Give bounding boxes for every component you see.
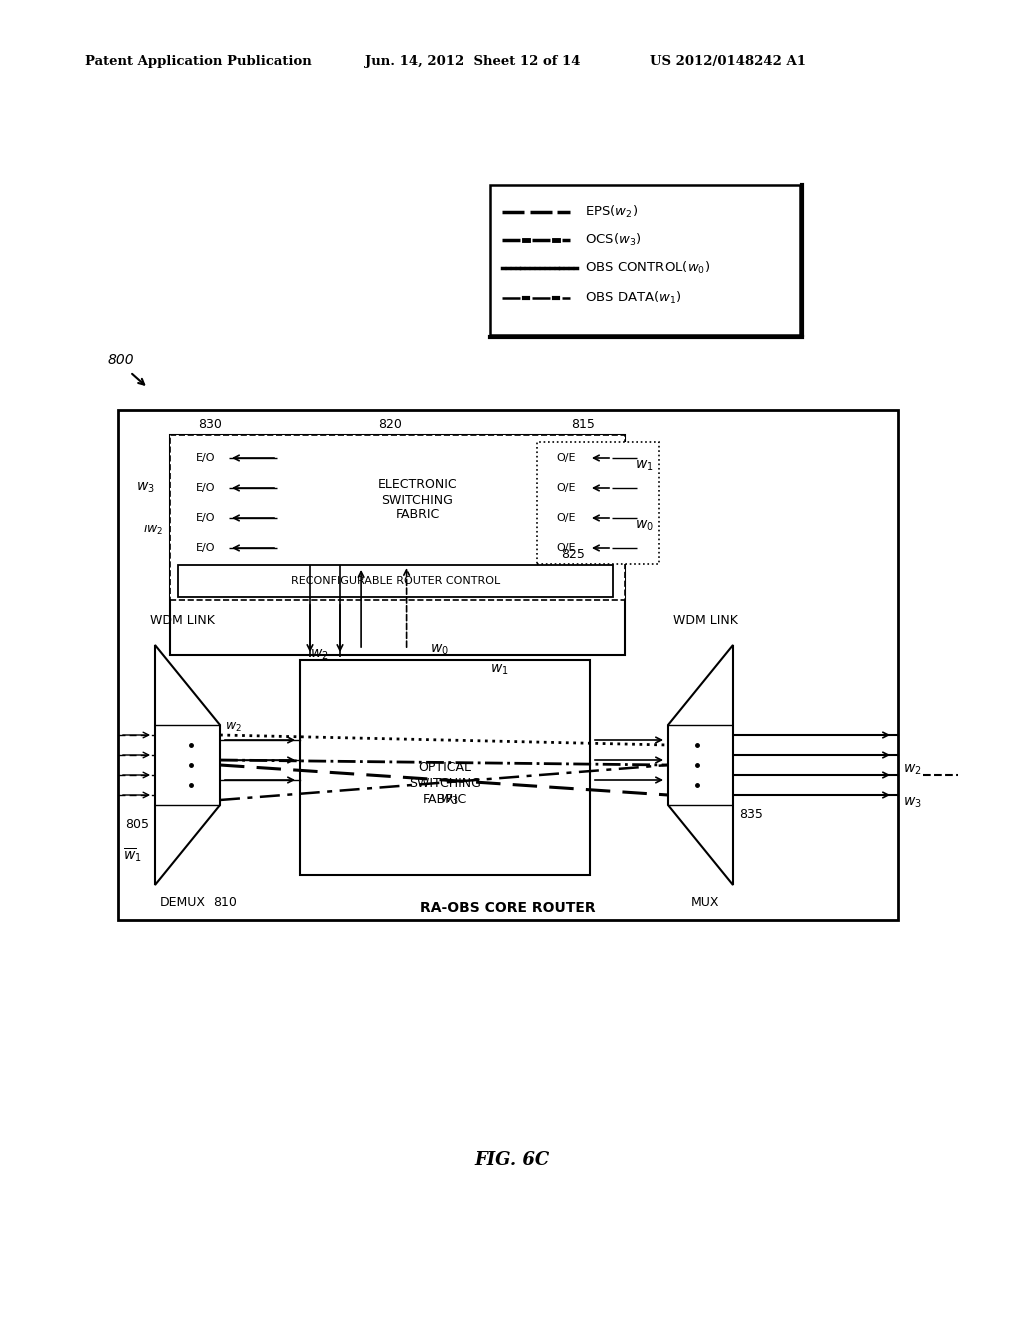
Text: 815: 815	[571, 418, 595, 432]
Text: E/O: E/O	[197, 513, 216, 523]
Text: OBS CONTROL$(w_0)$: OBS CONTROL$(w_0)$	[585, 260, 710, 276]
Text: $\overline{w}_1$: $\overline{w}_1$	[123, 846, 141, 863]
Bar	[170, 436, 625, 601]
Bar	[185, 477, 227, 499]
Text: $w_1$: $w_1$	[635, 459, 653, 473]
Bar	[185, 507, 227, 529]
Text: O/E: O/E	[556, 513, 575, 523]
Text: $w_1$: $w_1$	[490, 663, 509, 677]
Bar	[545, 537, 587, 558]
Text: O/E: O/E	[556, 483, 575, 492]
Polygon shape	[155, 645, 220, 884]
Text: MUX: MUX	[691, 896, 720, 909]
Bar	[170, 436, 625, 655]
Text: FIG. 6C: FIG. 6C	[474, 1151, 550, 1170]
Text: OPTICAL: OPTICAL	[419, 762, 471, 774]
Text: 805: 805	[125, 818, 150, 832]
Text: SWITCHING: SWITCHING	[382, 494, 454, 507]
Text: $w_3$: $w_3$	[136, 480, 155, 495]
Bar	[545, 447, 587, 469]
Text: WDM LINK: WDM LINK	[151, 614, 215, 627]
Bar	[178, 565, 613, 597]
Bar	[300, 660, 590, 875]
Bar	[118, 411, 898, 920]
Text: FABRIC: FABRIC	[395, 508, 439, 521]
Text: EPS$(w_2)$: EPS$(w_2)$	[585, 205, 638, 220]
Text: $w_0$: $w_0$	[430, 643, 449, 657]
Polygon shape	[668, 645, 733, 884]
Text: $w_0$: $w_0$	[635, 519, 654, 533]
Text: OBS DATA$(w_1)$: OBS DATA$(w_1)$	[585, 290, 682, 306]
Text: $w_3$: $w_3$	[903, 796, 922, 810]
Text: $w_2$: $w_2$	[310, 648, 329, 663]
Text: O/E: O/E	[556, 453, 575, 463]
Text: $\imath w_2$: $\imath w_2$	[142, 524, 163, 536]
Text: 800: 800	[108, 352, 134, 367]
Text: OCS$(w_3)$: OCS$(w_3)$	[585, 232, 641, 248]
Bar	[185, 537, 227, 558]
Text: ELECTRONIC: ELECTRONIC	[378, 479, 458, 491]
Text: 810: 810	[213, 896, 237, 909]
Bar	[490, 185, 800, 335]
Text: $w_3$: $w_3$	[440, 793, 459, 808]
Bar	[545, 477, 587, 499]
Text: Jun. 14, 2012  Sheet 12 of 14: Jun. 14, 2012 Sheet 12 of 14	[365, 55, 581, 69]
Text: 830: 830	[198, 418, 222, 432]
Text: DEMUX: DEMUX	[160, 896, 206, 909]
Text: SWITCHING: SWITCHING	[409, 777, 481, 789]
Text: $w_2$: $w_2$	[903, 763, 922, 777]
Text: RA-OBS CORE ROUTER: RA-OBS CORE ROUTER	[420, 902, 596, 915]
Text: US 2012/0148242 A1: US 2012/0148242 A1	[650, 55, 806, 69]
Text: FABRIC: FABRIC	[423, 793, 467, 807]
Bar	[537, 442, 659, 564]
Text: $w_2$: $w_2$	[225, 721, 242, 734]
Bar	[545, 507, 587, 529]
Text: Patent Application Publication: Patent Application Publication	[85, 55, 311, 69]
Text: O/E: O/E	[556, 543, 575, 553]
Text: RECONFIGURABLE ROUTER CONTROL: RECONFIGURABLE ROUTER CONTROL	[291, 576, 500, 586]
Text: 820: 820	[378, 418, 402, 432]
Text: E/O: E/O	[197, 543, 216, 553]
Text: E/O: E/O	[197, 483, 216, 492]
Text: 835: 835	[739, 808, 763, 821]
Text: E/O: E/O	[197, 453, 216, 463]
Bar	[185, 447, 227, 469]
Text: WDM LINK: WDM LINK	[673, 614, 738, 627]
Text: 825: 825	[561, 549, 585, 561]
